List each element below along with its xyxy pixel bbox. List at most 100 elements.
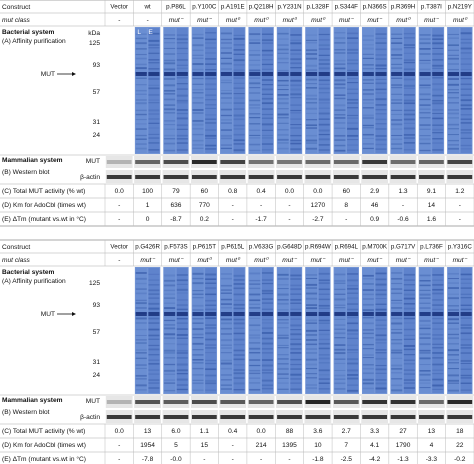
gel-band bbox=[375, 108, 387, 111]
gel-band bbox=[277, 322, 289, 324]
row-value: -4.2 bbox=[369, 456, 381, 463]
gel-band bbox=[447, 318, 460, 321]
gel-band bbox=[220, 92, 232, 95]
gel-band bbox=[447, 134, 460, 136]
gel-band bbox=[233, 108, 245, 110]
gel-band bbox=[305, 83, 318, 85]
mut-class: mut⁰ bbox=[254, 17, 269, 24]
mut-band bbox=[334, 72, 346, 76]
gel-band bbox=[447, 117, 460, 119]
row-value: 60 bbox=[201, 188, 209, 195]
gel-band bbox=[447, 389, 460, 392]
gel-band bbox=[305, 127, 318, 129]
blot-band bbox=[220, 175, 246, 179]
gel-band bbox=[334, 352, 346, 355]
gel-band bbox=[432, 308, 444, 310]
gel-band bbox=[164, 352, 176, 354]
gel-band bbox=[261, 129, 274, 131]
gel-band bbox=[205, 52, 217, 54]
gel-band bbox=[290, 42, 302, 45]
gel-band bbox=[318, 79, 330, 82]
gel-band bbox=[447, 97, 460, 99]
gel-band bbox=[318, 67, 330, 70]
gel-band bbox=[233, 124, 245, 127]
gel-band bbox=[419, 337, 431, 339]
gel-band bbox=[176, 378, 188, 381]
gel-band bbox=[318, 38, 330, 41]
gel-band bbox=[192, 322, 204, 324]
row-value: 14 bbox=[428, 202, 436, 209]
gel-band bbox=[432, 77, 444, 79]
gel-band bbox=[192, 362, 204, 364]
gel-band bbox=[403, 273, 415, 276]
gel-band bbox=[305, 34, 318, 36]
gel-band bbox=[305, 297, 318, 300]
gel-band bbox=[347, 308, 359, 311]
gel-band bbox=[277, 388, 289, 390]
gel-band bbox=[391, 48, 403, 51]
gel-band bbox=[192, 88, 204, 91]
gel-band bbox=[362, 117, 374, 120]
gel-sublane bbox=[391, 28, 403, 153]
gel-band bbox=[135, 89, 147, 92]
gel-band bbox=[460, 94, 472, 96]
gel-band bbox=[290, 109, 302, 112]
section-subtitle: (B) Western blot bbox=[2, 409, 50, 416]
gel-band bbox=[290, 377, 302, 380]
gel-band bbox=[249, 134, 261, 137]
gel-band bbox=[447, 139, 460, 142]
gel-band bbox=[432, 352, 444, 354]
gel-band bbox=[318, 369, 330, 372]
gel-band bbox=[460, 107, 472, 110]
gel-band bbox=[176, 52, 188, 55]
gel-band bbox=[362, 127, 374, 129]
gel-band bbox=[261, 379, 274, 382]
gel-band bbox=[334, 288, 346, 291]
gel-band bbox=[192, 333, 204, 336]
gel-band bbox=[290, 302, 302, 304]
gel-band bbox=[347, 98, 359, 101]
row-value: 1.6 bbox=[427, 216, 436, 223]
gel-band bbox=[305, 348, 318, 350]
gel-band bbox=[391, 84, 403, 87]
marker-label: 93 bbox=[93, 302, 101, 309]
gel-band bbox=[249, 137, 261, 139]
gel-band bbox=[305, 134, 318, 137]
gel-band bbox=[135, 48, 147, 50]
mut-band bbox=[318, 312, 330, 316]
blot-band bbox=[277, 160, 302, 164]
mut-band bbox=[135, 72, 147, 76]
gel-band bbox=[261, 359, 274, 361]
column-header: p.Y100C bbox=[192, 4, 217, 11]
gel-band bbox=[261, 282, 274, 285]
gel-band bbox=[432, 274, 444, 276]
gel-band bbox=[249, 42, 261, 44]
gel-band bbox=[290, 338, 302, 340]
row-value: 0.4 bbox=[257, 188, 266, 195]
gel-band bbox=[362, 93, 374, 96]
gel-sublane bbox=[347, 268, 359, 393]
row-value: - bbox=[118, 202, 120, 209]
gel-band bbox=[233, 279, 245, 281]
mut-band bbox=[305, 72, 318, 76]
gel-band bbox=[135, 53, 147, 56]
gel-band bbox=[347, 322, 359, 325]
gel-band bbox=[176, 99, 188, 102]
blot-band bbox=[305, 160, 331, 164]
gel-band bbox=[164, 149, 176, 152]
gel-band bbox=[305, 147, 318, 150]
gel-band bbox=[347, 344, 359, 346]
gel-band bbox=[135, 349, 147, 351]
gel-band bbox=[148, 68, 160, 70]
gel-band bbox=[135, 378, 147, 380]
blot-strip bbox=[105, 396, 133, 408]
gel-band bbox=[135, 292, 147, 295]
gel-band bbox=[460, 327, 472, 329]
gel-band bbox=[305, 94, 318, 97]
gel-band bbox=[164, 68, 176, 71]
gel-band bbox=[164, 302, 176, 305]
gel-band bbox=[220, 62, 232, 65]
gel-band bbox=[135, 328, 147, 331]
gel-band bbox=[334, 348, 346, 351]
gel-band bbox=[447, 54, 460, 56]
